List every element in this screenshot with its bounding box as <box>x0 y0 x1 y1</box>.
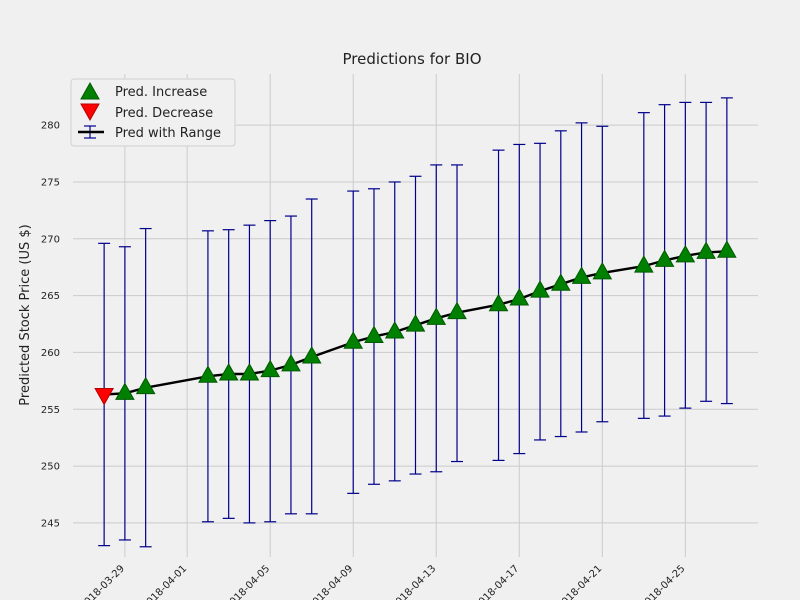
decrease-marker <box>94 387 114 406</box>
x-tick-label: 2018-04-21 <box>556 563 605 600</box>
increase-marker <box>239 363 260 381</box>
data-layer <box>98 97 733 548</box>
y-tick-label: 250 <box>41 462 60 473</box>
increase-marker <box>696 241 716 259</box>
y-tick-label: 245 <box>41 518 60 529</box>
x-tick-label: 2018-03-29 <box>78 563 127 600</box>
increase-marker <box>426 307 447 325</box>
increase-marker <box>509 288 530 306</box>
x-tick-label: 2018-04-05 <box>223 563 272 600</box>
increase-marker <box>530 280 550 298</box>
y-ticks: 245 250 255 260 265 270 275 280 <box>41 121 60 530</box>
increase-marker <box>488 293 509 312</box>
legend: Pred. Increase Pred. Decrease Pred with … <box>70 78 236 147</box>
x-tick-label: 2018-04-09 <box>306 563 355 600</box>
legend-increase-marker <box>80 81 100 100</box>
legend-box <box>70 78 236 147</box>
legend-range-marker <box>78 125 104 139</box>
chart-title: Predictions for BIO <box>342 50 481 68</box>
increase-marker <box>550 273 571 291</box>
increase-marker <box>115 382 135 400</box>
x-tick-label: 2018-04-25 <box>639 563 688 600</box>
x-tick-label: 2018-04-01 <box>140 563 189 600</box>
increase-marker <box>633 255 654 273</box>
legend-range-label: Pred with Range <box>115 126 221 141</box>
increase-marker <box>218 363 239 381</box>
y-tick-label: 275 <box>41 177 60 188</box>
y-axis-label: Predicted Stock Price (US $) <box>18 224 33 405</box>
y-tick-label: 255 <box>41 405 60 416</box>
increase-marker <box>198 365 218 383</box>
increase-marker <box>447 301 467 320</box>
increase-marker <box>675 244 696 263</box>
y-tick-label: 270 <box>41 234 60 245</box>
increase-marker <box>364 325 384 344</box>
x-tick-label: 2018-04-13 <box>390 563 439 600</box>
increase-marker <box>405 314 426 332</box>
y-tick-label: 260 <box>41 348 60 359</box>
increase-marker <box>301 345 322 364</box>
increase-marker <box>343 331 364 349</box>
legend-increase-label: Pred. Increase <box>115 85 207 100</box>
legend-decrease-label: Pred. Decrease <box>115 106 213 121</box>
legend-decrease-marker <box>80 103 100 122</box>
x-ticks: 2018-03-29 2018-04-01 2018-04-05 2018-04-09… <box>78 563 687 600</box>
increase-marker <box>260 359 281 378</box>
increase-marker <box>384 320 405 339</box>
y-tick-label: 280 <box>41 121 60 132</box>
marker-layer <box>94 240 737 406</box>
increase-marker <box>281 353 301 372</box>
x-tick-label: 2018-04-17 <box>473 563 522 600</box>
increase-marker <box>654 249 675 267</box>
increase-marker <box>592 261 613 280</box>
increase-marker <box>571 266 592 284</box>
increase-marker <box>135 376 156 395</box>
y-tick-label: 265 <box>41 291 60 302</box>
increase-marker <box>717 240 737 258</box>
